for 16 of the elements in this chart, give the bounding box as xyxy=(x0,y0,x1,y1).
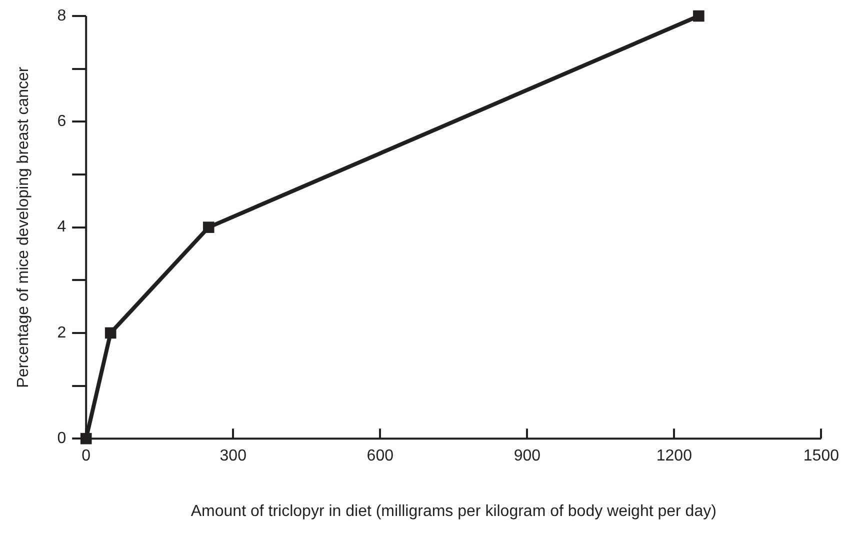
y-axis-title: Percentage of mice developing breast cancer xyxy=(15,66,32,388)
y-tick-label: 2 xyxy=(57,324,66,342)
point xyxy=(104,327,116,339)
x-tick-label: 300 xyxy=(220,448,247,465)
x-tick-label: 0 xyxy=(82,448,91,465)
x-tick-label: 600 xyxy=(366,448,394,465)
x-tick-label: 1500 xyxy=(803,448,840,465)
y-tick-label: 6 xyxy=(57,113,66,130)
x-axis-title: Amount of triclopyr in diet (milligrams per kilogram of body weight per day) xyxy=(190,502,716,520)
point xyxy=(202,222,214,233)
point xyxy=(693,10,704,22)
x-tick-label: 900 xyxy=(514,448,541,465)
y-tick-label: 4 xyxy=(57,218,66,236)
y-tick-label: 8 xyxy=(57,7,66,24)
x-tick-label: 1200 xyxy=(656,448,692,465)
y-tick-label: 0 xyxy=(57,430,66,448)
